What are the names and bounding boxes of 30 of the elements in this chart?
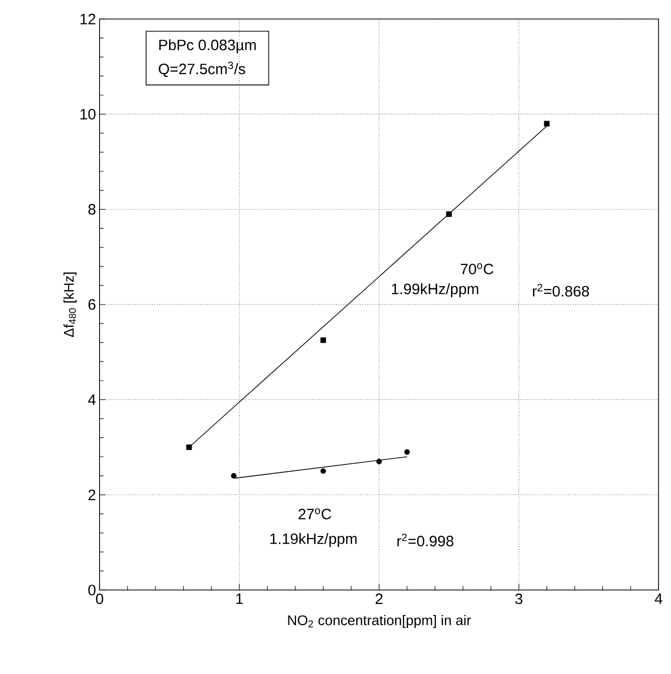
y-tick-label: 12 <box>80 14 96 24</box>
y-tick-label: 0 <box>88 584 96 596</box>
x-tick-label: 0 <box>96 594 104 604</box>
point <box>230 473 237 479</box>
point <box>544 120 550 126</box>
point <box>376 458 382 464</box>
y-tick-label: 2 <box>88 490 96 500</box>
x-tick-label: 2 <box>376 594 383 604</box>
y-axis-title: Δf$_{480}$ [kHz] <box>63 272 77 338</box>
x-tick-label: 1 <box>236 594 243 604</box>
point <box>320 468 326 474</box>
point <box>186 444 192 450</box>
point <box>446 211 452 217</box>
x-tick-label: 4 <box>654 594 662 604</box>
y-tick-label: 10 <box>80 108 96 120</box>
annotation: r$^{2}$=0.868 <box>532 284 589 297</box>
y-tick-label: 4 <box>88 394 96 405</box>
x-tick-label: 3 <box>515 594 522 604</box>
annotation: Q=27.5cm$^{3}$/s <box>158 62 246 77</box>
point <box>404 449 410 455</box>
y-tick-label: 6 <box>88 299 96 310</box>
y-tick-label: 8 <box>88 204 96 215</box>
annotation: PbPc 0.083µm <box>159 39 256 54</box>
point <box>320 337 326 343</box>
x-axis-title: NO$_{2}$ concentration[ppm] in air <box>288 614 471 628</box>
annotation: 1.99kHz/ppm <box>392 283 478 298</box>
annotation: r$^{2}$=0.998 <box>397 534 454 546</box>
annotation: 27$^{o}$C <box>298 508 332 520</box>
annotation: 1.19kHz/ppm <box>270 533 357 548</box>
annotation: 70$^{o}$C <box>460 263 494 274</box>
